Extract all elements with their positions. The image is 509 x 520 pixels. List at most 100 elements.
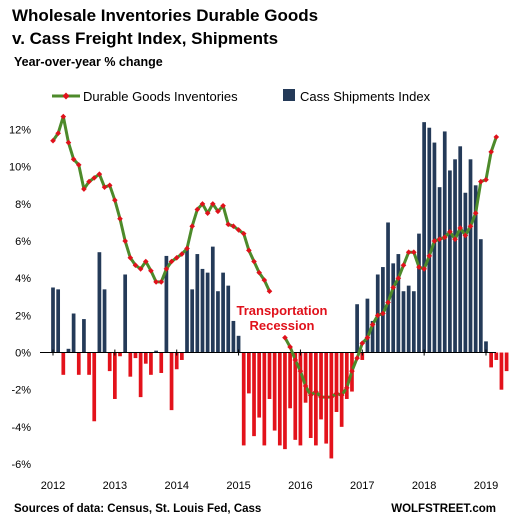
line-point <box>400 262 407 269</box>
bar <box>231 320 236 353</box>
bar <box>97 252 102 353</box>
x-tick-label: 2013 <box>103 480 127 492</box>
line-point <box>91 175 98 181</box>
line-point <box>122 238 128 244</box>
bar <box>468 159 473 353</box>
bar <box>344 352 349 399</box>
bar <box>411 291 416 353</box>
annotation-line-2: Recession <box>249 318 314 333</box>
bar <box>489 352 493 368</box>
bar <box>386 222 390 353</box>
line-point <box>354 355 360 361</box>
bar <box>262 352 267 446</box>
chart-title-line-1: Wholesale Inventories Durable Goods <box>12 6 318 25</box>
x-tick-label: 2018 <box>412 480 436 492</box>
bar <box>210 246 215 353</box>
line-point <box>441 234 448 241</box>
line-path <box>51 115 271 292</box>
line-point <box>344 385 350 391</box>
y-tick-label: 0% <box>15 348 31 360</box>
line-point <box>235 227 242 233</box>
bar <box>221 272 225 353</box>
x-tick-label: 2015 <box>226 480 250 492</box>
bar <box>87 352 91 375</box>
line-point <box>478 178 484 185</box>
bar <box>143 352 148 364</box>
line-point <box>106 182 113 189</box>
bar <box>190 289 195 353</box>
bar <box>277 352 282 446</box>
line-point <box>467 223 474 229</box>
legend: Durable Goods Inventories Cass Shipments… <box>52 89 431 104</box>
line-point <box>168 258 175 265</box>
bar <box>453 159 457 353</box>
legend-bar-swatch <box>283 89 295 101</box>
line-point <box>390 284 397 291</box>
bar <box>401 291 406 353</box>
line-point <box>70 156 77 163</box>
line-point <box>189 223 195 229</box>
x-tick-label: 2014 <box>164 480 188 492</box>
bar <box>314 352 318 446</box>
bar <box>200 268 205 353</box>
bar <box>422 122 426 353</box>
line-point <box>426 253 433 259</box>
line-point <box>142 258 149 265</box>
source-note: Sources of data: Census, St. Louis Fed, … <box>14 503 261 515</box>
annotation-line-1: Transportation <box>236 303 327 318</box>
bar <box>365 298 370 353</box>
bar <box>355 304 359 353</box>
y-tick-label: -6% <box>11 459 31 471</box>
bar <box>303 352 308 403</box>
bar <box>102 289 107 353</box>
bar <box>66 348 71 353</box>
line-point <box>493 134 500 140</box>
line-point <box>462 232 469 239</box>
bar <box>458 146 463 353</box>
line-point <box>148 267 154 274</box>
line-point <box>117 215 123 222</box>
line-point <box>416 264 422 270</box>
line-durable-goods <box>50 113 500 400</box>
bar <box>169 352 174 411</box>
bar <box>381 267 385 353</box>
bar <box>391 263 396 353</box>
bar <box>283 352 287 450</box>
bar <box>216 291 220 353</box>
bar <box>154 350 158 353</box>
x-tick-label: 2012 <box>41 480 65 492</box>
line-point <box>374 312 381 319</box>
bar <box>329 352 334 459</box>
line-point <box>385 299 391 306</box>
line-point <box>338 392 345 399</box>
line-point <box>287 344 293 350</box>
line-point <box>204 210 211 216</box>
bar <box>396 254 401 353</box>
line-point <box>55 130 61 137</box>
line-point <box>112 197 118 203</box>
line-point <box>246 247 252 254</box>
line-point <box>127 254 134 261</box>
bar <box>494 352 499 360</box>
y-axis: 12% 10% 8% 6% 4% 2% 0% -2% -4% -6% <box>9 125 31 471</box>
bar <box>107 352 112 372</box>
bar <box>92 352 97 422</box>
bar <box>236 335 241 353</box>
line-point <box>65 139 72 146</box>
bar <box>76 352 81 375</box>
bar <box>159 352 164 373</box>
y-tick-label: -4% <box>11 422 31 434</box>
y-tick-label: 2% <box>15 310 31 322</box>
line-point <box>307 392 314 399</box>
line-point <box>209 201 216 207</box>
line-point <box>328 394 335 400</box>
bar <box>226 285 231 353</box>
line-point <box>261 277 268 283</box>
chart-title-line-2: v. Cass Freight Index, Shipments <box>12 29 278 48</box>
wolfstreet-brand: WOLFSTREET.com <box>391 503 496 515</box>
bar <box>272 352 277 431</box>
x-tick-label: 2016 <box>288 480 312 492</box>
line-point <box>436 236 443 242</box>
line-point <box>230 223 237 229</box>
